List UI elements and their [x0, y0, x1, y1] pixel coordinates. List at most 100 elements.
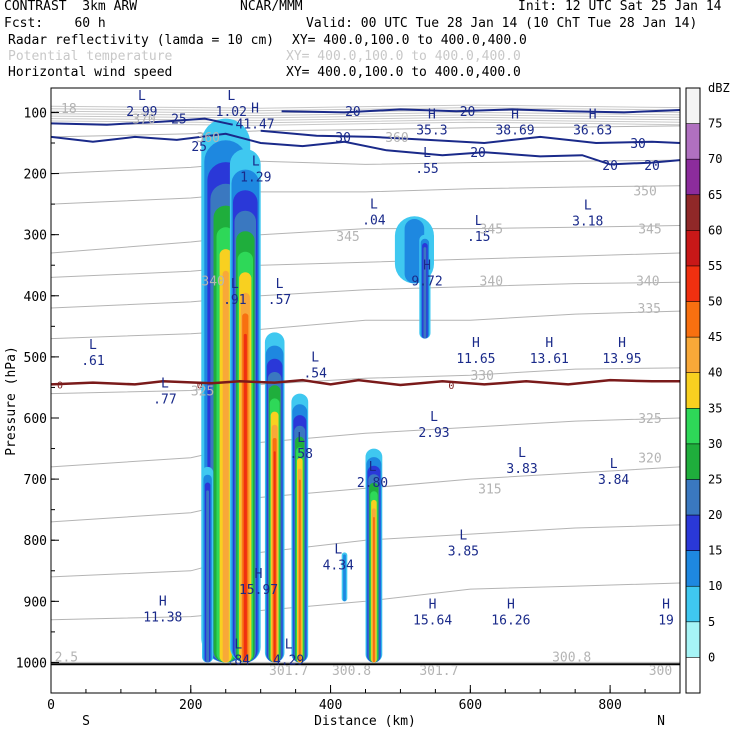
extremum-marker: L	[311, 351, 319, 366]
extremum-marker: H	[545, 336, 553, 351]
freezing-level: 0 0 0	[51, 378, 680, 666]
y-tick-label: 800	[24, 534, 47, 549]
freezing-level-label: 0	[197, 380, 203, 391]
extremum-value: 35.3	[416, 124, 447, 139]
reflectivity-cell-layer	[423, 247, 427, 339]
colorbar-label: 65	[708, 188, 722, 202]
extremum-marker: L	[89, 338, 97, 353]
contour-value-label: 345	[480, 223, 503, 238]
colorbar-label: 50	[708, 295, 722, 309]
extremum-value: 2.80	[357, 476, 388, 491]
contour-value-label: 325	[191, 385, 214, 400]
contour-value-label: 301.7	[419, 664, 458, 679]
contour-value-label: 335	[638, 302, 661, 317]
theta-contour-upper	[51, 111, 680, 117]
extremum-value: 3.84	[598, 473, 629, 488]
extremum-marker: L	[610, 457, 618, 472]
contour-value-label: 20	[644, 159, 660, 174]
theta-contour-340	[51, 252, 680, 278]
wind-contours	[51, 108, 680, 166]
wind-contour-30	[260, 129, 680, 145]
contour-value-label: 25	[171, 113, 187, 128]
extremum-value: 11.38	[143, 611, 182, 626]
contour-value-label: 350	[633, 185, 656, 200]
theta-contour-upper	[51, 121, 680, 126]
colorbar-swatch	[686, 515, 700, 552]
extremum-value: 1.29	[240, 171, 271, 186]
extremum-value: 13.61	[530, 352, 569, 367]
contour-value-label: 2.5	[55, 650, 78, 665]
theta-contour-upper	[51, 116, 680, 121]
extremum-marker: L	[234, 637, 242, 652]
reflectivity-cell-layer	[222, 270, 229, 663]
extremum-marker: L	[370, 197, 378, 212]
forecast-hour: Fcst: 60 h	[4, 16, 106, 31]
extremum-value: 36.63	[573, 124, 612, 139]
extremum-marker: H	[251, 101, 259, 116]
extremum-marker: L	[430, 410, 438, 425]
colorbar-label: 5	[708, 615, 715, 629]
field1-name: Radar reflectivity (lamda = 10 cm)	[8, 33, 275, 48]
extremum-marker: H	[429, 598, 437, 613]
extremum-value: 38.69	[495, 124, 534, 139]
y-tick-label: 600	[24, 412, 47, 427]
colorbar-label: 0	[708, 650, 715, 664]
colorbar-swatch	[686, 123, 700, 160]
colorbar-label: 55	[708, 259, 722, 273]
extremum-value: 41.47	[236, 117, 275, 132]
x-tick-label: 200	[179, 698, 202, 713]
extremum-value: 2.93	[418, 426, 449, 441]
extremum-marker: H	[662, 598, 670, 613]
field3-name: Horizontal wind speed	[8, 65, 173, 80]
field2-name: Potential temperature	[8, 49, 173, 64]
wind-contour-20	[51, 132, 680, 166]
colorbar-label: 45	[708, 330, 722, 344]
extremum-marker: L	[459, 529, 467, 544]
extremum-value: .54	[303, 367, 327, 382]
extremum-value: 13.95	[602, 352, 641, 367]
extremum-value: 4.29	[273, 653, 304, 668]
extremum-value: 15.97	[239, 583, 278, 598]
theta-contour-325	[51, 367, 680, 395]
colorbar-label: 60	[708, 223, 722, 237]
extremum-value: 3.85	[448, 545, 479, 560]
theta-contour-350	[51, 185, 680, 205]
extremum-marker: H	[423, 258, 431, 273]
y-tick-label: 500	[24, 351, 47, 366]
extremum-marker: L	[252, 155, 260, 170]
extremum-marker: H	[618, 336, 626, 351]
contour-value-label: 325	[638, 412, 661, 427]
contour-value-label: 360	[385, 131, 408, 146]
model-title: CONTRAST 3km ARW	[4, 0, 138, 14]
contour-value-label: .18	[53, 102, 76, 117]
contour-value-label: 330	[470, 369, 493, 384]
colorbar-swatch	[686, 621, 700, 658]
colorbar-swatch	[686, 88, 700, 125]
theta-contour-345	[51, 225, 680, 254]
extremum-marker: L	[297, 431, 305, 446]
extremum-value: 4.34	[323, 559, 354, 574]
colorbar-label: 20	[708, 508, 722, 522]
colorbar-swatch	[686, 586, 700, 623]
colorbar-label: 15	[708, 544, 722, 558]
colorbar-frame	[685, 87, 701, 694]
theta-contour-335	[51, 281, 680, 309]
contour-value-label: 20	[470, 146, 486, 161]
extremum-value: .04	[362, 213, 386, 228]
extremum-marker: L	[231, 277, 239, 292]
extremum-value: 9.72	[411, 274, 442, 289]
extremum-value: 16.26	[491, 614, 530, 629]
field2-xy: XY= 400.0,100.0 to 400.0,400.0	[286, 49, 521, 64]
extremum-marker: L	[285, 637, 293, 652]
colorbar-swatch	[686, 408, 700, 445]
freezing-level-label: 0	[448, 381, 454, 392]
extremum-marker: H	[511, 108, 519, 123]
colorbar-swatch	[686, 657, 700, 694]
x-tick-label: 600	[459, 698, 482, 713]
theta-contour-upper	[51, 114, 680, 119]
extremum-value: 3.83	[506, 462, 537, 477]
colorbar-label: 10	[708, 579, 722, 593]
y-axis-label: Pressure (hPa)	[4, 346, 19, 456]
colorbar-swatch	[686, 194, 700, 231]
